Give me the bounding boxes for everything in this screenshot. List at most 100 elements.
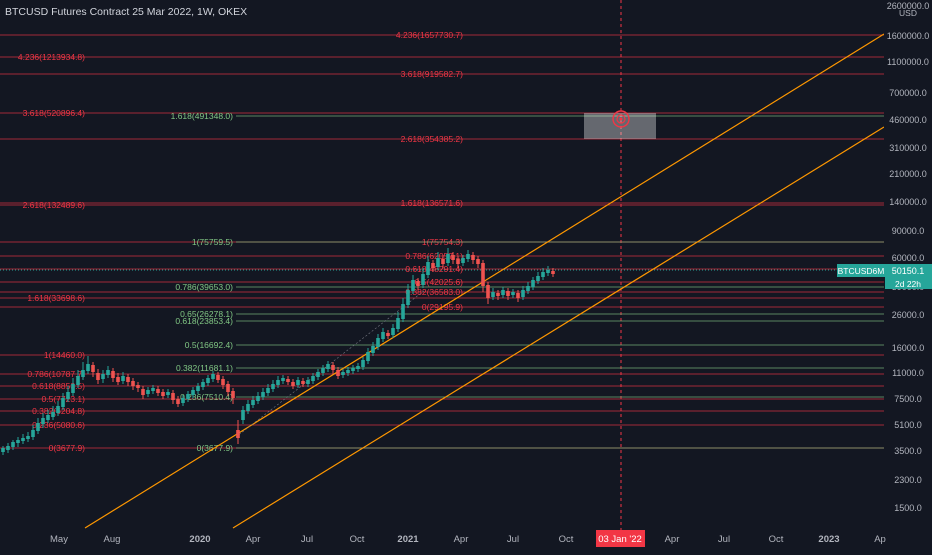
candle-body xyxy=(396,318,400,329)
candle-body xyxy=(201,382,205,387)
candle-body xyxy=(331,365,335,370)
candle-body xyxy=(416,281,420,286)
candle-body xyxy=(506,291,510,296)
target-marker-icon[interactable] xyxy=(612,110,630,128)
candle-body xyxy=(281,378,285,381)
candle-body xyxy=(221,379,225,385)
time-tick-label: Oct xyxy=(559,534,574,545)
price-tick-label: 460000.0 xyxy=(889,115,927,125)
candle-body xyxy=(361,360,365,367)
price-tick-label: 1100000.0 xyxy=(887,57,929,67)
price-tick-label: 3500.0 xyxy=(894,446,922,456)
candle-body xyxy=(256,396,260,401)
candle-body xyxy=(186,394,190,399)
price-tick-label: 140000.0 xyxy=(889,197,927,207)
fib-level-label: 0.236(7510.4) xyxy=(180,392,233,402)
price-tick-label: 16000.0 xyxy=(892,343,925,353)
time-axis[interactable]: 03 Jan '22 May Aug 2020 Apr Jul Oct 2021 Apr Jul… xyxy=(0,530,886,550)
candle-body xyxy=(171,393,175,400)
channel-lower-line[interactable] xyxy=(232,126,885,529)
candle-body xyxy=(176,399,180,404)
fib-level-label: 0.618(23853.4) xyxy=(175,316,233,326)
candle-body xyxy=(131,381,135,386)
candle-body xyxy=(211,374,215,379)
candle-body xyxy=(111,371,115,378)
candle-body xyxy=(446,254,450,263)
target-zone-box[interactable] xyxy=(584,113,656,139)
time-tick-label: Aug xyxy=(104,534,121,545)
price-tick-label: 7500.0 xyxy=(894,394,922,404)
candle-body xyxy=(391,328,395,335)
candle-body xyxy=(271,384,275,389)
candle-body xyxy=(266,388,270,393)
fib-level-label: 0.236(5080.6) xyxy=(32,420,85,430)
candle-body xyxy=(16,440,20,443)
candle-body xyxy=(521,290,525,297)
candle-body xyxy=(106,370,110,375)
candle-body xyxy=(236,430,240,438)
candle-body xyxy=(246,404,250,411)
candle-body xyxy=(551,271,555,274)
candle-body xyxy=(6,446,10,450)
candle-body xyxy=(466,254,470,259)
candle-body xyxy=(291,382,295,386)
candle-body xyxy=(101,374,105,379)
fib-level-label: 0.5(16692.4) xyxy=(185,340,233,350)
time-tick-label: Jul xyxy=(507,534,519,545)
candle-body xyxy=(86,364,90,371)
fib-level-label: 0.786(39653.0) xyxy=(175,282,233,292)
fib-level-label: 1.618(33698.6) xyxy=(27,293,85,303)
candle-body xyxy=(231,391,235,398)
candle-body xyxy=(251,400,255,405)
fib-level-label: 1(14460.0) xyxy=(44,350,85,360)
candle-body xyxy=(206,378,210,383)
candle-body xyxy=(481,263,485,286)
candle-body xyxy=(411,280,415,291)
candle-body xyxy=(31,430,35,437)
candle-body xyxy=(541,272,545,277)
candle-body xyxy=(471,255,475,260)
price-tick-label: 210000.0 xyxy=(889,169,927,179)
time-tick-label: Jul xyxy=(718,534,730,545)
candle-body xyxy=(386,333,390,336)
candle-body xyxy=(431,263,435,268)
candle-body xyxy=(286,379,290,382)
candle-body xyxy=(526,286,530,291)
candle-body xyxy=(141,389,145,395)
price-tick-label: 1500.0 xyxy=(894,503,922,513)
time-tick-label: 2020 xyxy=(189,534,210,545)
candle-body xyxy=(491,292,495,297)
candlestick-series[interactable] xyxy=(1,248,555,455)
candle-body xyxy=(146,390,150,394)
candle-body xyxy=(91,365,95,372)
candle-body xyxy=(76,376,80,385)
candle-body xyxy=(366,352,370,361)
candle-body xyxy=(301,381,305,384)
candle-body xyxy=(461,258,465,263)
candle-body xyxy=(421,274,425,285)
candle-body xyxy=(326,364,330,369)
candle-body xyxy=(26,436,30,439)
fib-level-label: 4.236(1657730.7) xyxy=(396,30,463,40)
time-tick-label: Apr xyxy=(665,534,680,545)
candle-body xyxy=(436,258,440,267)
candle-body xyxy=(316,372,320,377)
candle-body xyxy=(511,292,515,295)
candle-body xyxy=(46,415,50,420)
candle-body xyxy=(136,385,140,388)
crosshair-date-label: 03 Jan '22 xyxy=(598,534,642,545)
candle-body xyxy=(96,373,100,380)
fib-level-label: 1.618(491348.0) xyxy=(171,111,234,121)
candle-body xyxy=(226,384,230,392)
candle-body xyxy=(126,377,130,382)
price-tick-label: 60000.0 xyxy=(892,253,925,263)
time-tick-label: Oct xyxy=(769,534,784,545)
price-tick-label: 90000.0 xyxy=(892,226,925,236)
candle-body xyxy=(66,392,70,399)
candle-body xyxy=(181,398,185,403)
price-tick-label: 2600000.0 xyxy=(887,1,930,11)
fib-level-label: 2.618(132489.6) xyxy=(23,200,86,210)
